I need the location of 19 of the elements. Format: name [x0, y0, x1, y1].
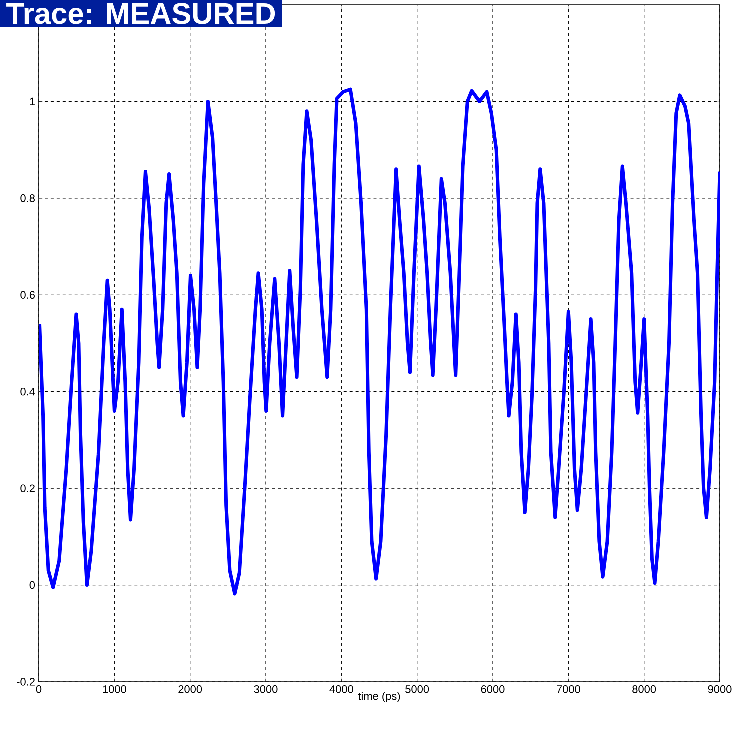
y-tick-label: 0 [30, 581, 36, 590]
y-tick-label: 1 [30, 98, 35, 106]
x-tick-label: 7000 [557, 686, 580, 694]
y-tick-label: 0.6 [20, 291, 35, 300]
x-tick-label: 9000 [708, 686, 732, 694]
y-tick-label: 0.8 [20, 194, 35, 202]
chart-title: Trace: MEASURED [6, 3, 276, 24]
x-tick-label: 3000 [254, 686, 278, 694]
x-tick-label: 8000 [632, 686, 656, 694]
y-tick-label: 0.4 [20, 388, 36, 396]
x-tick-label: 0 [36, 686, 42, 694]
y-tick-label: -0.2 [17, 678, 35, 686]
x-tick-label: 4000 [330, 686, 354, 694]
x-tick-label: 1000 [103, 686, 126, 694]
x-axis-title: time (ps) [358, 692, 400, 702]
x-tick-label: 5000 [406, 686, 430, 694]
x-tick-label: 6000 [481, 686, 505, 694]
x-tick-label: 2000 [178, 686, 202, 694]
y-tick-label: 0.2 [20, 484, 35, 492]
